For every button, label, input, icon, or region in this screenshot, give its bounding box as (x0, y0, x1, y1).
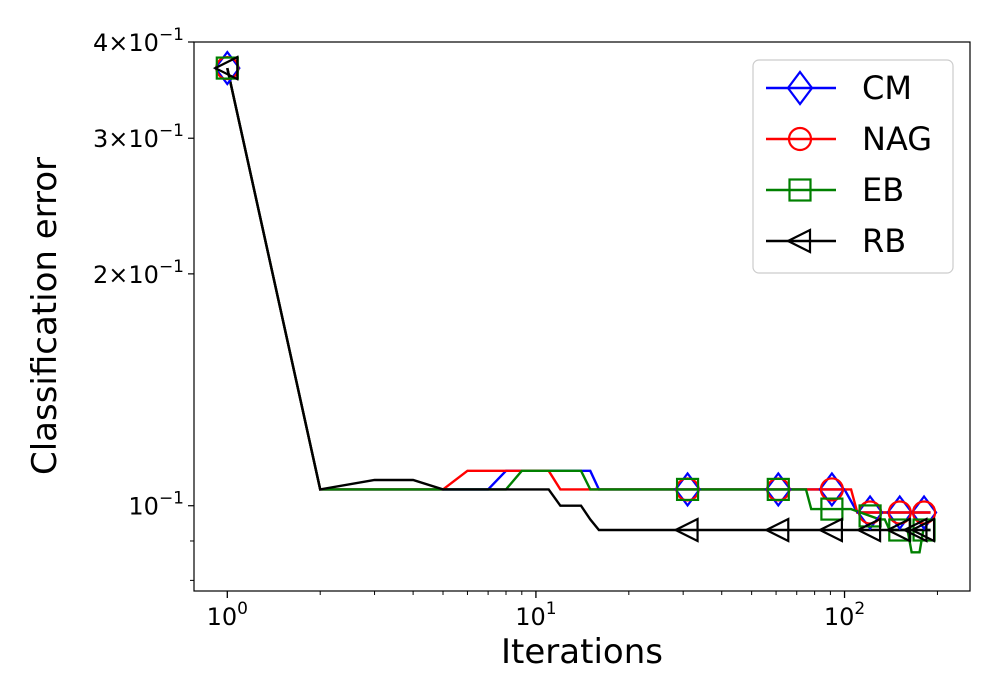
series-line-rb (226, 67, 931, 532)
y-tick-label: 4×10−1 (93, 25, 184, 57)
data-point-cm-5 (856, 494, 884, 531)
legend-marker-rb (785, 228, 812, 254)
legend-marker-nag (787, 126, 813, 152)
legend-item-nag: NAG (766, 120, 932, 158)
data-point-cm-4 (818, 471, 846, 508)
y-tick-label: 10−1 (128, 489, 184, 521)
series-line-eb (226, 67, 931, 554)
legend-marker-eb (788, 178, 812, 202)
plot-area-frame (193, 41, 971, 592)
legend-label-cm: CM (862, 69, 912, 107)
data-point-rb-2 (673, 517, 699, 543)
data-point-rb-3 (763, 517, 790, 543)
data-point-nag-4 (819, 477, 844, 502)
series-line-nag (226, 67, 931, 514)
data-point-cm-7 (910, 494, 938, 531)
data-point-rb-1 (212, 55, 239, 81)
data-point-rb-8 (909, 517, 936, 543)
data-point-eb-2 (675, 477, 700, 502)
data-point-eb-5 (858, 504, 882, 528)
x-tick-label: 101 (515, 599, 556, 631)
legend-marker-cm (786, 70, 814, 106)
x-axis: 100 101 102 (207, 591, 938, 631)
data-point-eb-4 (820, 497, 844, 521)
x-tick-label: 100 (207, 599, 248, 631)
y-tick-label: 2×10−1 (93, 257, 184, 289)
data-point-cm-2 (674, 471, 701, 508)
y-axis-label: Classification error (25, 157, 65, 475)
data-point-rb-4 (817, 517, 843, 543)
data-point-rb-7 (901, 517, 928, 543)
y-axis: 4×10−1 3×10−1 2×10−1 10−1 (93, 25, 194, 581)
data-point-nag-1 (215, 55, 240, 81)
legend-frame (752, 59, 954, 274)
legend-label-eb: EB (862, 171, 904, 209)
markers-layer (212, 50, 938, 543)
legend-item-eb: EB (766, 171, 904, 209)
legend-item-cm: CM (766, 69, 912, 107)
data-point-cm-1 (213, 50, 241, 86)
y-tick-label: 3×10−1 (93, 121, 184, 153)
x-axis-label: Iterations (501, 632, 663, 672)
x-tick-label: 102 (824, 599, 865, 631)
legend: CM NAG EB RB (752, 59, 954, 274)
data-point-cm-3 (764, 471, 792, 508)
legend-item-rb: RB (766, 222, 906, 260)
legend-label-rb: RB (862, 222, 906, 260)
data-point-eb-3 (766, 477, 790, 502)
legend-label-nag: NAG (862, 120, 932, 158)
data-point-cm-6 (886, 494, 914, 531)
data-point-rb-5 (855, 517, 882, 543)
series-layer (226, 67, 931, 554)
